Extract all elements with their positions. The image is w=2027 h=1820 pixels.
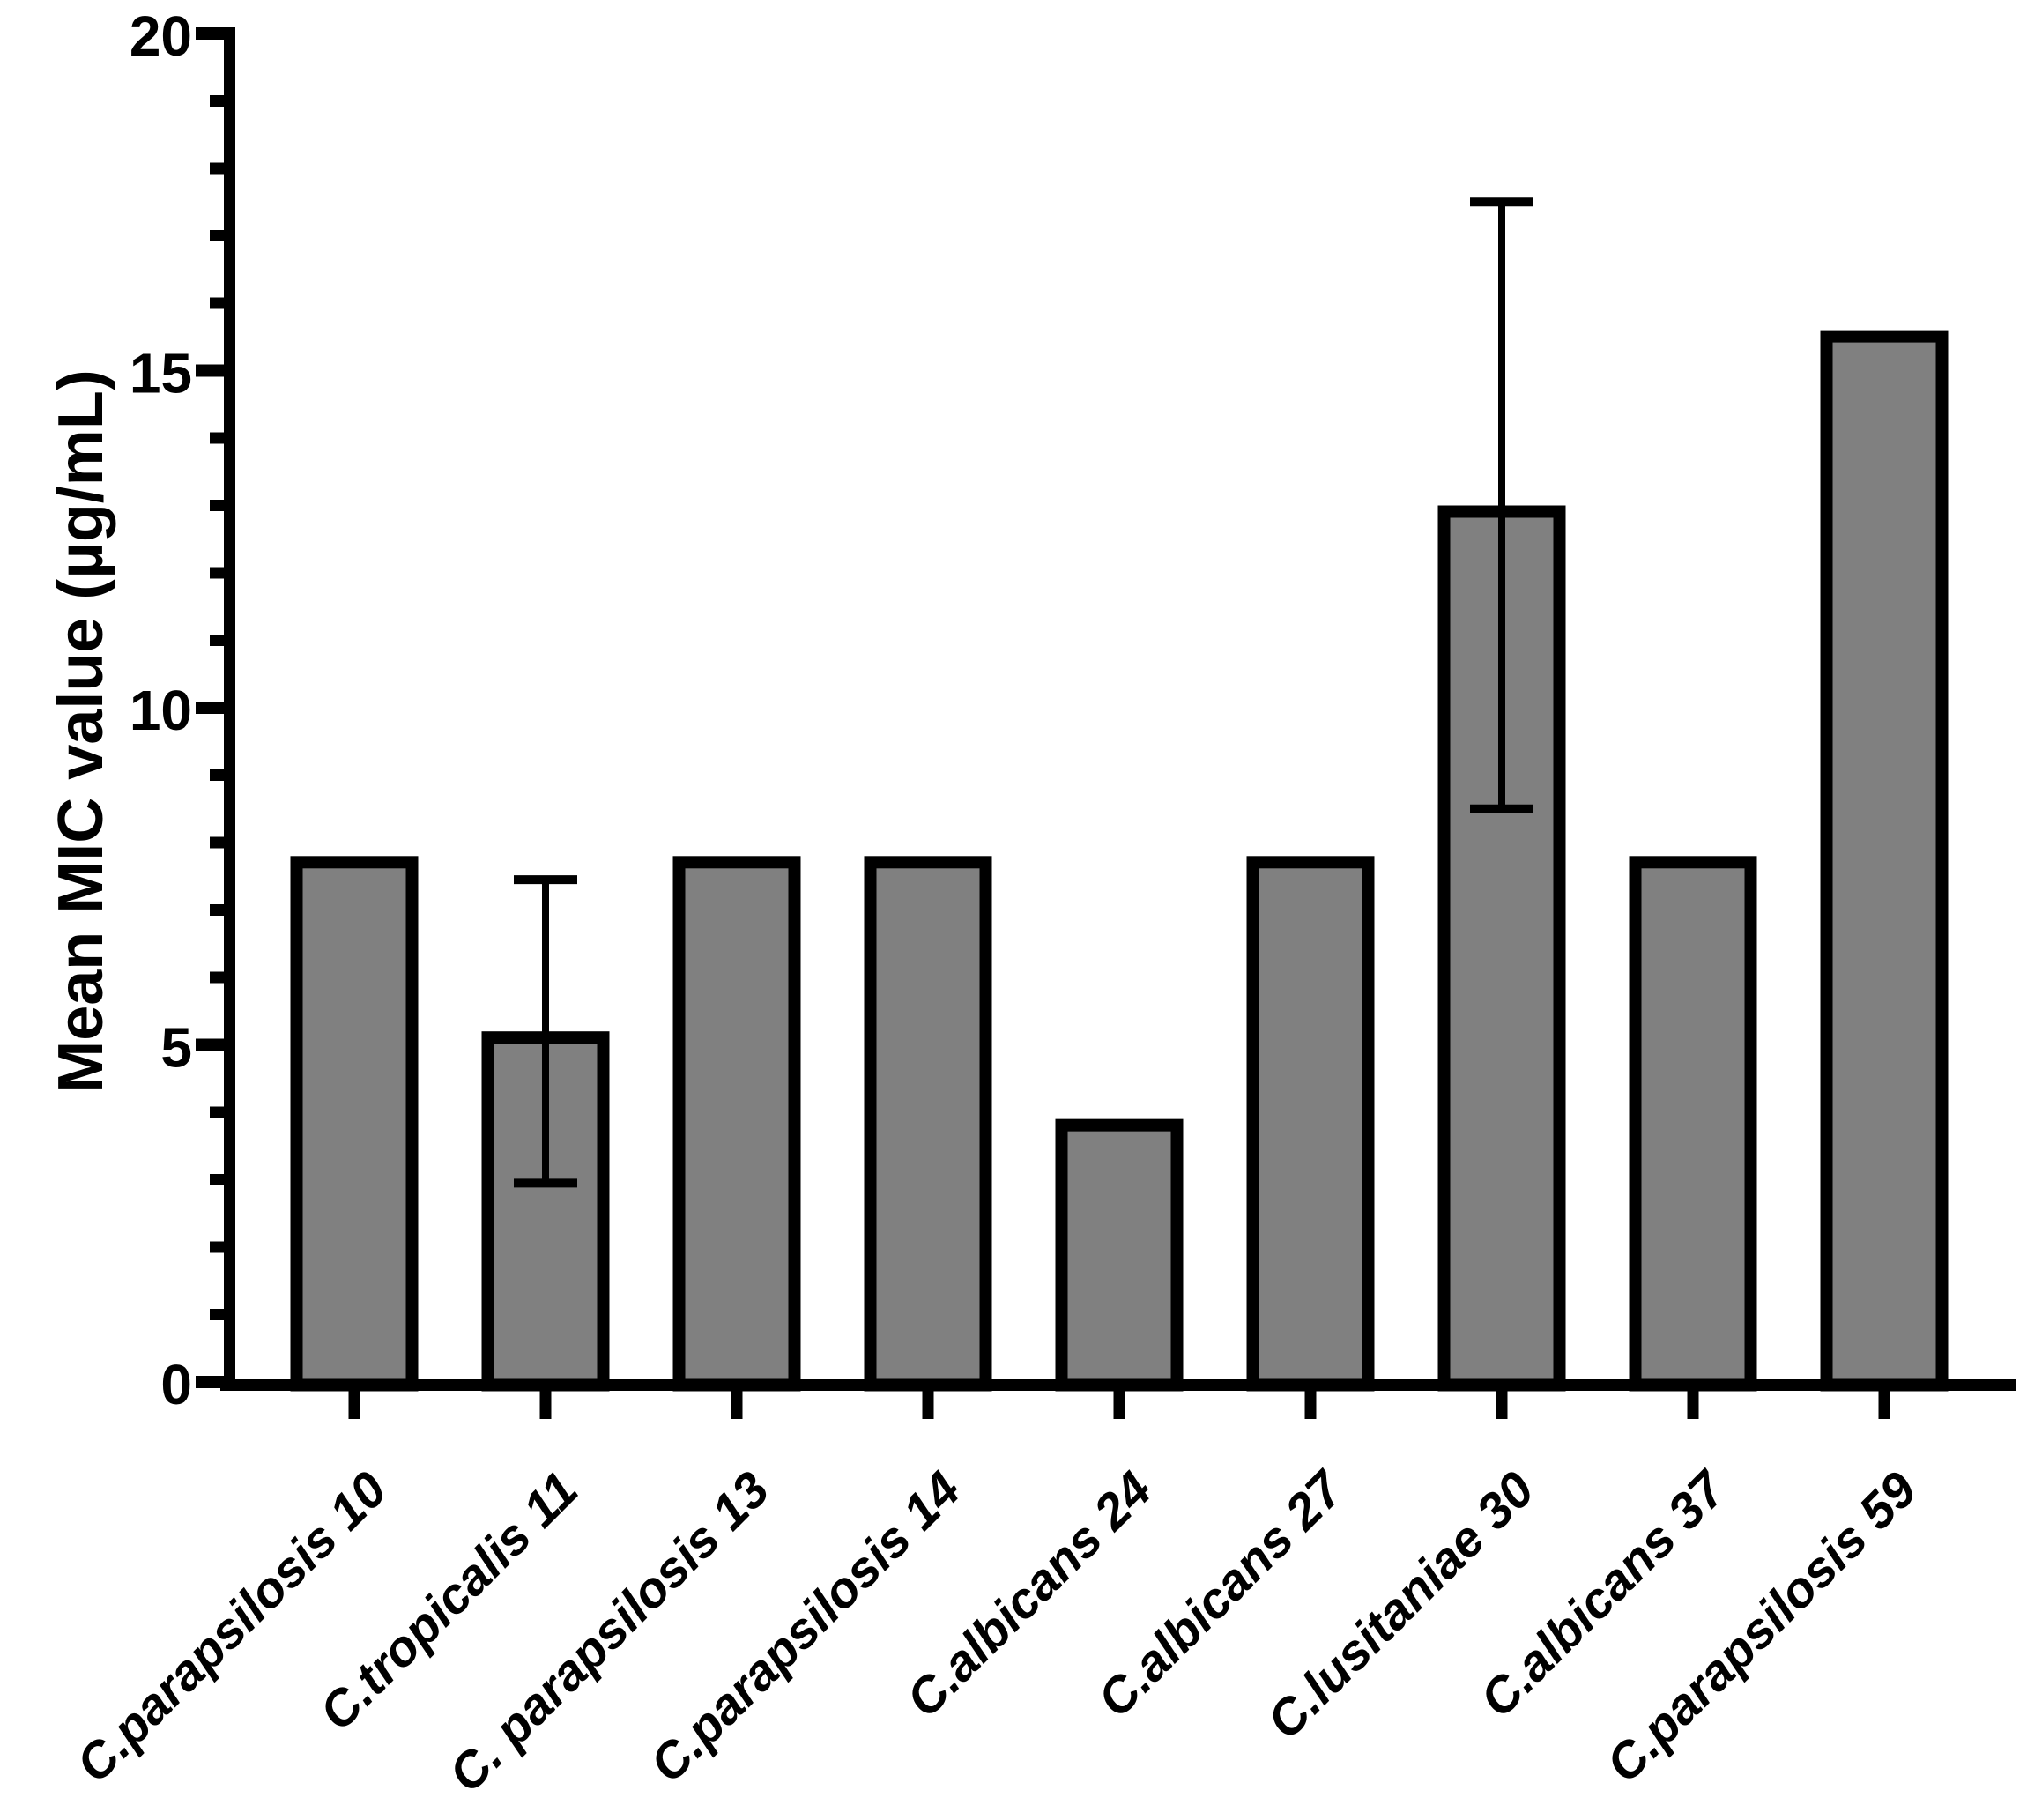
- y-tick-label: 5: [160, 1016, 192, 1080]
- y-axis-title: Mean MIC value (µg/mL): [46, 369, 116, 1094]
- y-tick-label: 10: [130, 679, 192, 742]
- bar-c-albicans-24: [1055, 1118, 1184, 1392]
- bar-c-parapsilosis-10: [290, 856, 419, 1392]
- y-tick-label: 0: [160, 1353, 192, 1416]
- bar-c-parapsilosis-59: [1820, 330, 1949, 1392]
- bar-c-parapsilosis-14: [864, 856, 992, 1392]
- bar-c-albicans-27: [1246, 856, 1375, 1392]
- y-tick-label: 15: [130, 342, 192, 405]
- bar-c-albicans-37: [1629, 856, 1757, 1392]
- y-tick-label: 20: [130, 4, 192, 68]
- bar-c-parapsilosis-13: [672, 856, 801, 1392]
